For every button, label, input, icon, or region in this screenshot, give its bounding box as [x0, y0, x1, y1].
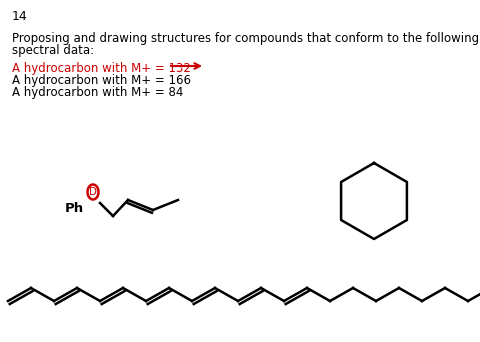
Text: Proposing and drawing structures for compounds that conform to the following mas: Proposing and drawing structures for com… [12, 32, 480, 45]
Text: spectral data:: spectral data: [12, 44, 94, 57]
Text: A hydrocarbon with M+ = 166: A hydrocarbon with M+ = 166 [12, 74, 191, 87]
Text: A hydrocarbon with M+ = 132: A hydrocarbon with M+ = 132 [12, 62, 191, 75]
Text: 14: 14 [12, 10, 28, 23]
Text: D: D [89, 187, 97, 197]
Text: Ph: Ph [65, 201, 84, 214]
Text: A hydrocarbon with M+ = 84: A hydrocarbon with M+ = 84 [12, 86, 183, 99]
